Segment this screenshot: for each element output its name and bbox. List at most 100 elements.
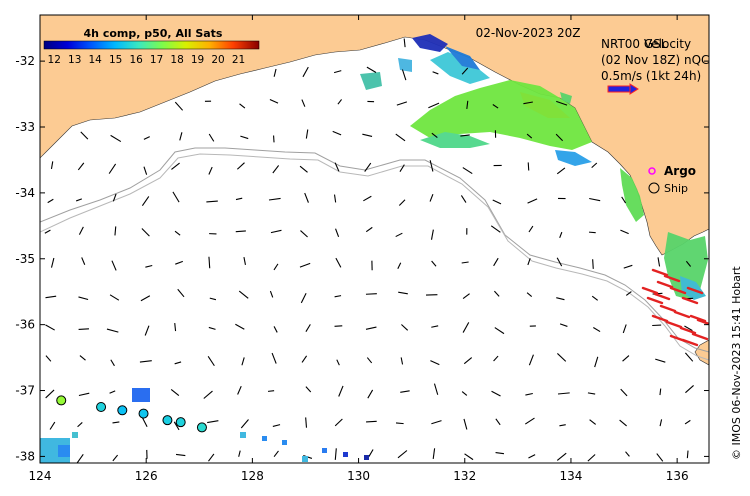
sst-pixels-southwest xyxy=(40,388,369,463)
radar-vector xyxy=(679,326,697,335)
velocity-arrow xyxy=(657,257,661,267)
velocity-arrow xyxy=(272,165,280,174)
velocity-arrow xyxy=(463,357,473,365)
velocity-arrow xyxy=(363,195,372,202)
velocity-arrow xyxy=(334,295,342,298)
velocity-arrow xyxy=(589,419,597,425)
velocity-arrow xyxy=(47,198,54,204)
velocity-arrow xyxy=(300,292,307,304)
colorbar-tick-label: 19 xyxy=(191,54,204,66)
velocity-arrow xyxy=(490,225,501,233)
velocity-arrow xyxy=(45,295,57,299)
velocity-arrow xyxy=(431,260,437,267)
velocity-arrow xyxy=(493,257,499,267)
velocity-arrow xyxy=(684,325,693,332)
velocity-arrow xyxy=(430,229,434,240)
velocity-arrow xyxy=(528,354,534,366)
velocity-arrow xyxy=(144,325,150,336)
velocity-arrow xyxy=(112,421,120,424)
velocity-arrow xyxy=(461,391,468,396)
velocity-arrow xyxy=(593,327,601,333)
velocity-arrow xyxy=(366,66,377,73)
velocity-arrow xyxy=(305,324,311,332)
velocity-arrow xyxy=(141,417,148,427)
velocity-arrow xyxy=(44,229,51,234)
colorbar-title: 4h comp, p50, All Sats xyxy=(84,27,223,40)
velocity-arrow xyxy=(172,191,180,203)
velocity-arrow xyxy=(269,290,274,298)
velocity-arrow xyxy=(203,390,213,399)
velocity-arrow xyxy=(396,101,408,106)
velocity-arrow xyxy=(235,230,246,233)
velocity-arrow xyxy=(524,417,535,425)
velocity-arrow xyxy=(271,352,277,364)
velocity-arrow xyxy=(655,358,666,363)
velocity-arrow xyxy=(272,424,281,427)
x-tick-label: 134 xyxy=(559,469,582,483)
velocity-arrow xyxy=(336,359,340,366)
velocity-arrow xyxy=(78,328,89,331)
radar-vector xyxy=(651,314,669,323)
colorbar-tick-label: 18 xyxy=(170,54,183,66)
velocity-arrow xyxy=(526,292,533,297)
radar-vector xyxy=(691,332,709,341)
y-tick-label: -37 xyxy=(15,384,35,398)
velocity-arrow xyxy=(397,262,402,269)
land-mass xyxy=(40,15,709,256)
bathymetry-contour-inner xyxy=(40,153,709,361)
velocity-arrow xyxy=(365,293,377,295)
y-tick-label: -33 xyxy=(15,120,35,134)
velocity-arrow xyxy=(367,389,374,399)
velocity-arrow xyxy=(235,323,245,330)
velocity-arrow xyxy=(299,165,308,173)
x-tick-label: 132 xyxy=(453,469,476,483)
velocity-arrow xyxy=(622,355,630,362)
velocity-arrow xyxy=(493,355,499,362)
velocity-arrow xyxy=(462,322,470,333)
colorbar-tick-label: 12 xyxy=(48,54,61,66)
y-tick-label: -32 xyxy=(15,54,35,68)
velocity-arrow xyxy=(403,38,406,48)
colorbar-tick-label: 13 xyxy=(68,54,81,66)
velocity-arrow xyxy=(431,325,439,328)
velocity-arrow xyxy=(49,421,56,430)
velocity-arrow xyxy=(273,68,277,77)
ship-sst-marker xyxy=(196,422,207,433)
velocity-arrow xyxy=(273,263,279,271)
velocity-arrow xyxy=(78,226,84,235)
velocity-arrow xyxy=(620,229,629,235)
velocity-arrow xyxy=(238,290,249,299)
velocity-arrow xyxy=(362,133,373,137)
velocity-arrow xyxy=(78,296,89,301)
velocity-arrow xyxy=(45,324,55,331)
velocity-arrow xyxy=(556,257,563,267)
velocity-arrow xyxy=(75,198,83,202)
velocity-arrow xyxy=(433,383,439,395)
velocity-arrow xyxy=(145,264,153,268)
velocity-arrow xyxy=(395,232,403,238)
y-tick-label: -35 xyxy=(15,252,35,266)
velocity-arrow xyxy=(587,454,596,462)
velocity-arrow xyxy=(684,352,694,362)
radar-current-vectors xyxy=(641,268,709,347)
velocity-arrow xyxy=(81,257,86,265)
velocity-arrow xyxy=(208,326,216,330)
velocity-arrow xyxy=(80,131,89,140)
velocity-arrow xyxy=(494,327,505,335)
velocity-arrow xyxy=(659,419,663,427)
y-tick-label: -34 xyxy=(15,186,35,200)
argo-label: Argo xyxy=(664,164,696,178)
ship-sst-marker xyxy=(96,402,107,412)
radar-vector xyxy=(681,296,699,305)
y-tick-label: -38 xyxy=(15,449,35,463)
velocity-arrow xyxy=(623,264,633,269)
radar-vector xyxy=(656,280,674,289)
velocity-arrow xyxy=(208,453,215,462)
velocity-arrow xyxy=(175,260,184,265)
velocity-arrow xyxy=(236,162,245,170)
velocity-arrow xyxy=(77,162,85,171)
velocity-arrow xyxy=(112,193,117,202)
velocity-arrow xyxy=(207,356,215,367)
velocity-arrow xyxy=(78,392,90,397)
velocity-arrow xyxy=(175,453,186,457)
